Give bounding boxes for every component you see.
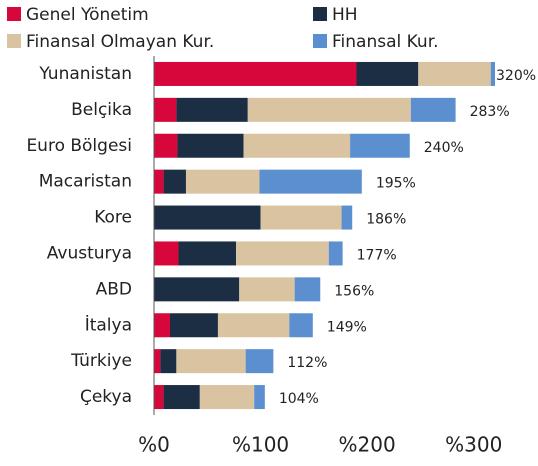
total-label: 156% bbox=[334, 283, 374, 299]
total-label: 195% bbox=[376, 176, 416, 192]
bar-segment bbox=[154, 61, 357, 86]
category-label: Türkiye bbox=[70, 351, 132, 371]
x-tick-label: %300 bbox=[445, 433, 502, 457]
bar-segment bbox=[199, 385, 255, 410]
total-label: 177% bbox=[357, 247, 397, 263]
bar-segment bbox=[154, 349, 161, 374]
category-label: Çekya bbox=[80, 387, 132, 407]
bar-segment bbox=[154, 385, 164, 410]
category-label: Kore bbox=[94, 208, 132, 228]
legend-label: Genel Yönetim bbox=[26, 5, 149, 25]
legend-label: HH bbox=[332, 5, 358, 25]
total-label: 186% bbox=[366, 212, 406, 228]
bar-segment bbox=[185, 169, 260, 194]
bar-segment bbox=[328, 241, 343, 266]
bar-segment bbox=[154, 277, 240, 302]
bar-segment bbox=[260, 205, 342, 230]
bar-segment bbox=[169, 313, 218, 338]
total-label: 112% bbox=[287, 355, 327, 371]
bar-segment bbox=[177, 133, 244, 158]
bar-segment bbox=[243, 133, 351, 158]
bar-segment bbox=[490, 61, 496, 86]
legend-swatch bbox=[7, 34, 21, 48]
bar-segment bbox=[341, 205, 353, 230]
bar-segment bbox=[254, 385, 265, 410]
bar-segment bbox=[154, 169, 164, 194]
bar-segment bbox=[418, 61, 491, 86]
bar-segment bbox=[289, 313, 313, 338]
bar-segment bbox=[245, 349, 274, 374]
category-label: Belçika bbox=[71, 100, 132, 120]
bar-segment bbox=[154, 241, 179, 266]
bar-segment bbox=[247, 97, 411, 122]
bar-segment bbox=[154, 97, 177, 122]
x-tick-label: %200 bbox=[339, 433, 396, 457]
bar-segment bbox=[356, 61, 419, 86]
total-label: 149% bbox=[327, 319, 367, 335]
bar-segment bbox=[410, 97, 456, 122]
x-tick-label: %0 bbox=[138, 433, 170, 457]
bar-segment bbox=[239, 277, 295, 302]
bar-segment bbox=[350, 133, 410, 158]
bar-segment bbox=[176, 97, 248, 122]
legend-label: Finansal Olmayan Kur. bbox=[26, 32, 214, 52]
bar-segment bbox=[294, 277, 321, 302]
bar-segment bbox=[154, 313, 170, 338]
bar-segment bbox=[259, 169, 362, 194]
bar-segment bbox=[236, 241, 329, 266]
legend-swatch bbox=[313, 34, 327, 48]
bar-segment bbox=[154, 205, 261, 230]
bar-segment bbox=[217, 313, 290, 338]
total-label: 283% bbox=[470, 104, 510, 120]
legend-swatch bbox=[7, 7, 21, 21]
bar-segment bbox=[163, 385, 200, 410]
bar-segment bbox=[154, 133, 178, 158]
legend-label: Finansal Kur. bbox=[332, 32, 439, 52]
x-tick-label: %100 bbox=[232, 433, 289, 457]
category-label: Euro Bölgesi bbox=[26, 136, 132, 156]
bar-segment bbox=[178, 241, 237, 266]
category-label: Yunanistan bbox=[38, 64, 132, 84]
category-label: Avusturya bbox=[47, 243, 132, 263]
category-label: İtalya bbox=[85, 314, 132, 335]
total-label: 320% bbox=[496, 68, 536, 84]
total-label: 104% bbox=[279, 391, 319, 407]
category-label: Macaristan bbox=[39, 172, 132, 192]
bar-segment bbox=[163, 169, 186, 194]
category-label: ABD bbox=[96, 279, 132, 299]
legend-swatch bbox=[313, 7, 327, 21]
bar-segment bbox=[160, 349, 177, 374]
total-label: 240% bbox=[424, 140, 464, 156]
bar-segment bbox=[176, 349, 246, 374]
